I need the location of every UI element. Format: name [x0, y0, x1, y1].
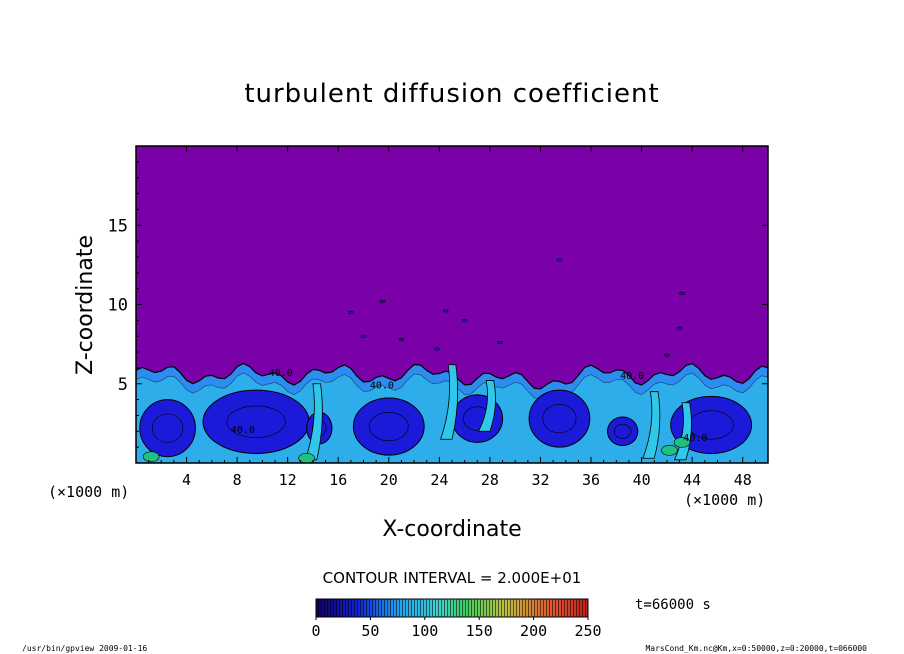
speck-contour: [497, 341, 503, 345]
y-axis: 5 10 15: [108, 161, 768, 448]
plume: [477, 380, 496, 432]
x-tick-label: 8: [233, 471, 242, 489]
contour-label: 40.0: [269, 368, 293, 379]
speck-contour: [442, 309, 449, 313]
hot-spot: [142, 451, 160, 462]
speck-contour: [679, 291, 685, 295]
plume: [440, 364, 459, 440]
eddy-contour: [542, 404, 577, 434]
speck-contour: [556, 258, 563, 262]
speck-contour: [360, 334, 367, 338]
speck-contour: [676, 326, 683, 330]
eddy-cell: [528, 389, 591, 448]
y-tick-label: 15: [108, 216, 128, 236]
x-tick-label: 32: [531, 471, 549, 489]
colorbar-tick-label: 250: [574, 622, 601, 640]
y-axis-label: Z-coordinate: [73, 235, 98, 375]
x-tick-label: 12: [279, 471, 297, 489]
speck-contour: [664, 353, 670, 357]
footer-left: /usr/bin/gpview 2009-01-16: [22, 644, 147, 653]
colorbar-ticks: 0 50 100 150 200 250: [311, 617, 602, 640]
colorbar-tick-label: 50: [361, 622, 379, 640]
eddy-contour: [226, 405, 286, 438]
eddy-contour: [152, 413, 184, 443]
eddy-cell: [606, 416, 639, 447]
eddy-contour: [369, 411, 409, 442]
colorbar-tick-label: 150: [466, 622, 493, 640]
hot-spot: [673, 437, 691, 448]
x-axis: 4 8 12 16 20 24 28 32 36 40 44 48: [148, 146, 756, 489]
colorbar-tick-label: 200: [520, 622, 547, 640]
x-tick-label: 36: [582, 471, 600, 489]
x-tick-label: 48: [734, 471, 752, 489]
eddy-cell: [139, 399, 196, 458]
contour-label: 40.0: [620, 371, 644, 382]
colorbar-stripes: [316, 599, 588, 617]
colorbar-tick-label: 0: [311, 622, 320, 640]
x-tick-label: 40: [633, 471, 651, 489]
x-unit-right: (×1000 m): [684, 491, 765, 509]
y-tick-label: 5: [118, 375, 128, 395]
speck-contour: [379, 299, 386, 303]
x-axis-label: X-coordinate: [382, 517, 521, 542]
contour-label: 40.0: [231, 425, 255, 436]
x-tick-label: 28: [481, 471, 499, 489]
colorbar-frame: [315, 598, 589, 618]
eddy-cell: [202, 389, 310, 454]
speck-contour: [461, 318, 468, 322]
speck-contour: [434, 347, 440, 351]
hot-spot: [298, 452, 315, 463]
x-tick-label: 4: [182, 471, 191, 489]
y-tick-label: 10: [108, 296, 128, 316]
eddy-contour: [613, 423, 632, 439]
hot-spot: [661, 445, 678, 456]
eddy-cell: [352, 397, 425, 456]
contour-label: 40.0: [683, 433, 707, 444]
speck-contour: [398, 337, 405, 341]
x-tick-label: 44: [683, 471, 701, 489]
contour-interval-label: CONTOUR INTERVAL = 2.000E+01: [323, 569, 582, 587]
turbulent-layer: 40.0 40.0 40.0 40.0 40.0: [136, 258, 768, 463]
plume: [304, 383, 323, 461]
contour-label: 40.0: [370, 381, 394, 392]
footer-right: MarsCond_Km.nc@Km,x=0:50000,z=0:20000,t=…: [645, 644, 867, 653]
colorbar-tick-label: 100: [411, 622, 438, 640]
speck-contour: [348, 310, 354, 314]
x-tick-label: 20: [380, 471, 398, 489]
time-label: t=66000 s: [635, 597, 711, 613]
x-unit-left: (×1000 m): [48, 483, 129, 501]
plume: [642, 391, 661, 459]
chart-title: turbulent diffusion coefficient: [244, 79, 659, 109]
x-tick-label: 24: [430, 471, 448, 489]
x-tick-label: 16: [329, 471, 347, 489]
